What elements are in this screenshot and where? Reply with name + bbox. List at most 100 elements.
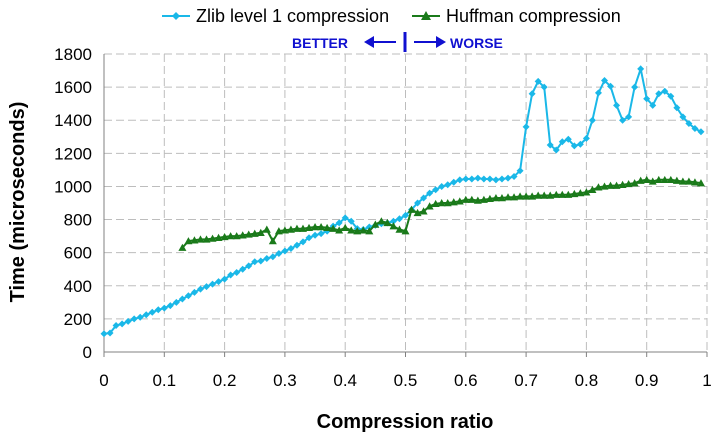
data-point (473, 196, 482, 204)
data-point (673, 104, 681, 112)
y-tick-label: 800 (64, 211, 92, 230)
y-tick-label: 1600 (54, 78, 92, 97)
data-point (690, 178, 699, 186)
data-point (534, 77, 542, 85)
data-point (124, 317, 132, 325)
data-point (329, 224, 338, 232)
data-point (636, 176, 645, 184)
data-point (655, 90, 663, 98)
data-point (401, 227, 410, 235)
data-point (365, 227, 374, 235)
data-point (136, 313, 144, 321)
data-point (552, 146, 560, 154)
data-point (631, 83, 639, 91)
data-point (649, 101, 657, 109)
data-point (625, 113, 633, 121)
y-tick-label: 200 (64, 310, 92, 329)
data-point (672, 176, 681, 184)
data-point (305, 223, 314, 232)
data-point (203, 283, 211, 291)
data-point (232, 232, 241, 240)
x-tick-label: 1 (702, 371, 711, 390)
y-tick-label: 1000 (54, 177, 92, 196)
data-point (256, 228, 265, 236)
data-point (504, 193, 513, 201)
data-point (497, 194, 506, 202)
x-tick-label: 0.8 (575, 371, 599, 390)
data-point (510, 173, 518, 181)
data-point (359, 226, 368, 234)
data-point (407, 205, 416, 213)
data-point (420, 194, 428, 202)
data-point (347, 226, 356, 234)
data-point (678, 177, 687, 185)
data-point (221, 275, 229, 283)
data-point (413, 208, 422, 217)
data-point (691, 125, 699, 132)
data-point (377, 217, 386, 225)
arrow-left-icon (364, 36, 374, 48)
x-tick-label: 0.7 (514, 371, 538, 390)
data-point (588, 116, 596, 124)
data-point (648, 177, 657, 185)
data-point (286, 225, 295, 233)
data-point (516, 192, 525, 200)
data-point (443, 199, 452, 207)
data-point (414, 199, 422, 207)
x-tick-label: 0.4 (333, 371, 357, 390)
data-point (661, 87, 669, 95)
data-point (666, 175, 675, 184)
data-point (389, 222, 398, 230)
data-point (238, 231, 247, 239)
data-point (450, 178, 458, 186)
data-point (582, 188, 591, 196)
data-point (250, 229, 259, 237)
data-point (612, 181, 621, 189)
data-point (474, 174, 482, 182)
data-point (305, 234, 313, 242)
data-point (516, 167, 524, 175)
x-tick-label: 0.1 (152, 371, 176, 390)
data-point (697, 128, 705, 136)
arrow-right-icon (436, 36, 446, 48)
data-point (534, 191, 543, 199)
data-point (274, 227, 283, 235)
data-point (208, 234, 217, 242)
data-point (178, 295, 186, 303)
data-point (582, 134, 590, 142)
data-point (341, 214, 349, 222)
data-point (461, 195, 470, 203)
data-point (395, 225, 404, 233)
x-tick-label: 0 (99, 371, 108, 390)
data-point (268, 237, 277, 245)
data-point (245, 262, 253, 270)
data-point (196, 285, 204, 293)
data-point (311, 231, 319, 239)
x-tick-label: 0.9 (635, 371, 659, 390)
data-point (564, 190, 573, 198)
data-point (118, 320, 126, 328)
data-point (383, 218, 392, 227)
data-point (184, 292, 192, 300)
data-point (106, 329, 114, 337)
data-point (317, 223, 326, 231)
data-point (643, 95, 651, 103)
data-point (292, 224, 301, 232)
data-point (667, 92, 675, 100)
data-point (540, 83, 548, 91)
data-point (642, 175, 651, 184)
y-tick-label: 400 (64, 277, 92, 296)
data-point (202, 235, 211, 243)
data-point (184, 237, 193, 245)
data-point (504, 174, 512, 182)
data-point (281, 247, 289, 255)
data-point (576, 189, 585, 197)
data-point (570, 142, 578, 150)
y-axis-title: Time (microseconds) (7, 102, 29, 303)
data-point (486, 175, 494, 183)
data-point (317, 230, 325, 238)
data-point (287, 245, 295, 253)
x-tick-label: 0.3 (273, 371, 297, 390)
